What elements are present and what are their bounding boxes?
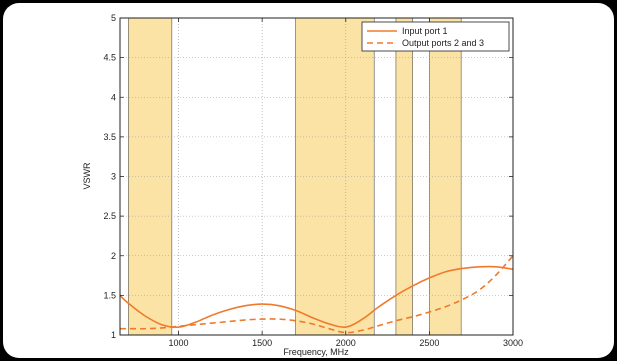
- x-tick-label: 3000: [503, 338, 523, 348]
- x-tick-label: 1000: [169, 338, 189, 348]
- x-tick-label: 2000: [336, 338, 356, 348]
- y-tick-label: 3.5: [103, 132, 116, 142]
- legend: Input port 1 Output ports 2 and 3: [361, 21, 510, 52]
- legend-box: [361, 21, 510, 52]
- legend-label-output-ports: Output ports 2 and 3: [402, 38, 484, 48]
- y-axis-label: VSWR: [82, 162, 92, 190]
- legend-label-input-port: Input port 1: [402, 26, 448, 36]
- x-tick-label: 1500: [252, 338, 272, 348]
- y-tick-label: 2.5: [103, 211, 116, 221]
- y-tick-label: 1: [111, 330, 116, 340]
- y-tick-label: 2: [111, 251, 116, 261]
- y-tick-label: 4.5: [103, 53, 116, 63]
- band-2: [295, 17, 375, 336]
- series-line-output-ports: [120, 255, 514, 334]
- vswr-chart: 1000 1500 2000 2500 3000 1 1.5 2 2.5 3 3.5 4 4.5 5 Fr…: [82, 13, 523, 357]
- figure-frame: 1000 1500 2000 2500 3000 1 1.5 2 2.5 3 3.5 4 4.5 5 Fr…: [3, 3, 614, 358]
- grid-lines: [120, 18, 513, 335]
- x-axis-label: Frequency, MHz: [283, 347, 349, 357]
- y-tick-label: 4: [111, 92, 116, 102]
- y-tick-label: 5: [111, 13, 116, 23]
- y-tick-label: 1.5: [103, 290, 116, 300]
- x-tick-label: 2500: [419, 338, 439, 348]
- axis-ticks: 1000 1500 2000 2500 3000 1 1.5 2 2.5 3 3.5 4 4.5 5: [103, 13, 523, 348]
- y-tick-label: 3: [111, 172, 116, 182]
- series-lines: [119, 255, 514, 334]
- band-4: [429, 17, 462, 336]
- series-line-input-port: [119, 265, 514, 329]
